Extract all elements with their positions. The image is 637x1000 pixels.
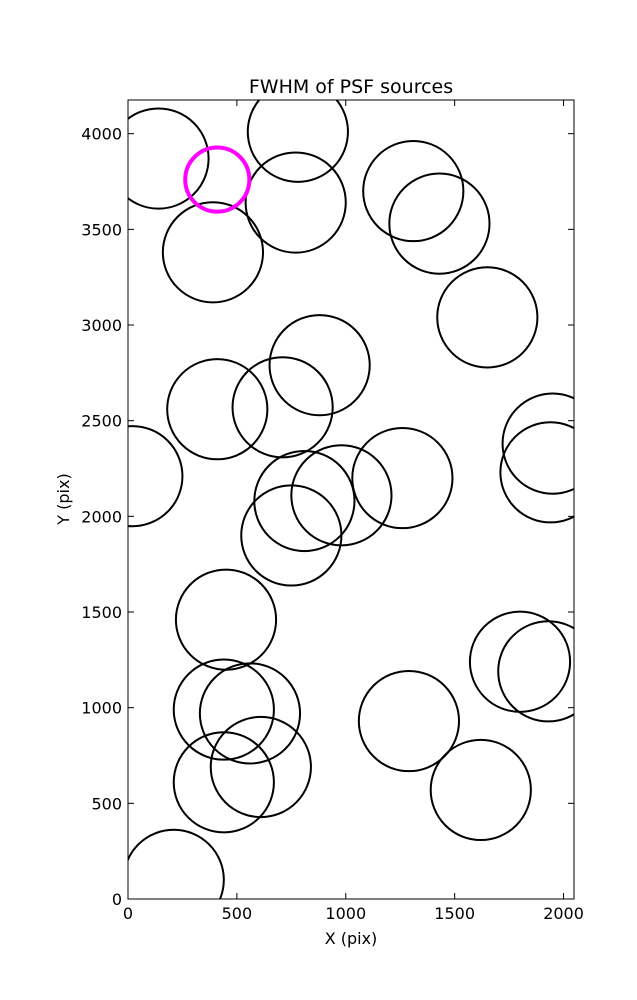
y-tick-label: 3500 [81, 220, 122, 239]
x-tick-label: 2000 [543, 904, 584, 923]
source-marker [128, 107, 210, 210]
y-tick-label: 2000 [81, 507, 122, 526]
source-marker [166, 358, 269, 461]
source-marker [244, 151, 347, 254]
y-tick-label: 2500 [81, 412, 122, 431]
source-marker [468, 610, 572, 713]
source-marker [198, 662, 302, 765]
x-tick-label: 500 [222, 904, 253, 923]
source-marker [246, 100, 349, 183]
y-tick-label: 1500 [81, 603, 122, 622]
y-tick-label: 0 [112, 890, 122, 909]
y-tick-label: 3000 [81, 316, 122, 335]
source-marker [429, 738, 532, 842]
chart-title: FWHM of PSF sources [249, 76, 453, 98]
x-axis-title: X (pix) [325, 929, 378, 948]
x-tick-label: 1000 [325, 904, 366, 923]
source-marker [172, 658, 275, 761]
y-tick-label: 1000 [81, 699, 122, 718]
source-marker [268, 314, 371, 417]
plot-frame [127, 99, 575, 900]
source-marker [161, 201, 265, 304]
tick-layer: 0 500 1000 1500 2000 0 500 1000 1500 2000 2500 3000… [81, 100, 584, 923]
x-tick-label: 0 [123, 904, 133, 923]
marker-layer [128, 100, 574, 899]
source-marker [436, 266, 539, 369]
source-marker [172, 731, 275, 834]
highlighted-source-marker [183, 145, 252, 214]
source-marker [231, 356, 334, 459]
source-marker [128, 828, 225, 899]
source-marker [128, 425, 184, 528]
source-marker [351, 426, 454, 530]
source-marker [388, 172, 491, 275]
source-marker [240, 484, 343, 587]
x-tick-label: 1500 [434, 904, 475, 923]
source-marker [501, 392, 574, 495]
y-tick-label: 500 [91, 794, 122, 813]
source-marker [253, 449, 356, 553]
source-marker [174, 568, 278, 671]
y-tick-label: 4000 [81, 125, 122, 144]
source-marker [497, 620, 574, 723]
y-axis-title: Y (pix) [54, 473, 73, 525]
source-marker [357, 669, 461, 773]
source-marker [499, 421, 574, 524]
source-marker [362, 139, 465, 243]
